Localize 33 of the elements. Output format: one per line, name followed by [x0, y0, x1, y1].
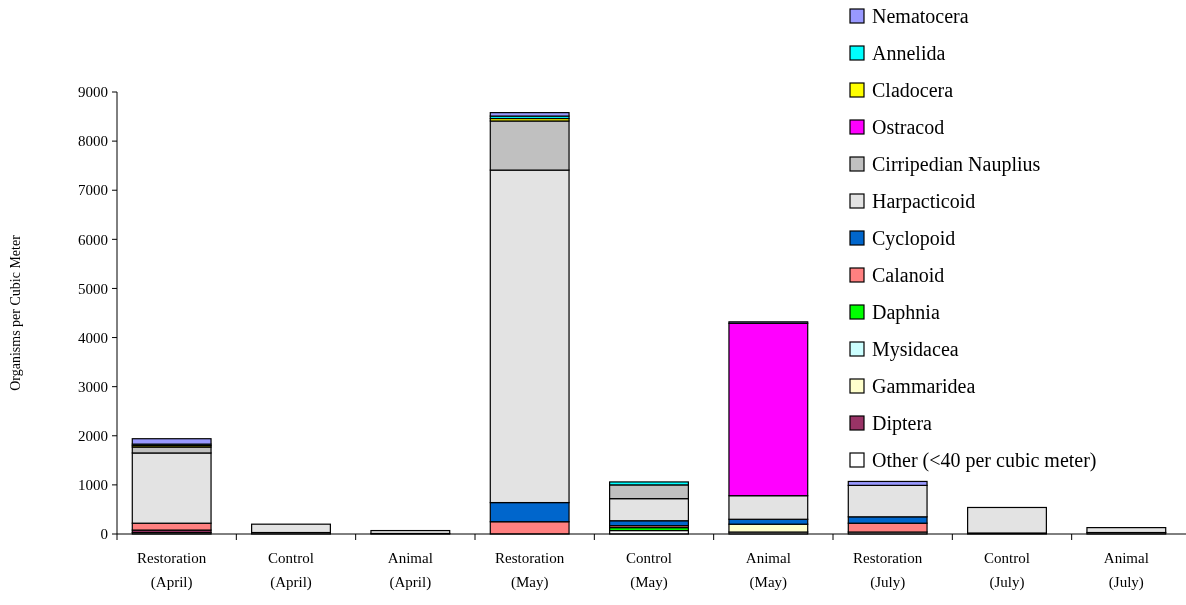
legend-label: Ostracod — [872, 116, 945, 138]
x-tick-label: Restoration (July) — [853, 550, 923, 591]
legend-label: Other (<40 per cubic meter) — [872, 449, 1097, 472]
y-tick-label: 7000 — [78, 182, 108, 199]
y-axis-title: Organisms per Cubic Meter — [8, 234, 23, 391]
y-tick-label: 0 — [100, 526, 108, 543]
y-tick-label: 9000 — [78, 84, 108, 101]
x-tick-label: Animal (April) — [387, 550, 433, 591]
legend-label: Gammaridea — [872, 375, 976, 397]
x-tick-label: Animal (July) — [1103, 550, 1149, 591]
legend-label: Annelida — [872, 42, 946, 64]
legend-label: Calanoid — [872, 264, 945, 286]
y-tick-label: 1000 — [78, 477, 108, 494]
legend-label: Cyclopoid — [872, 227, 956, 250]
x-tick-label: Control (May) — [626, 550, 672, 591]
y-tick-label: 3000 — [78, 378, 108, 395]
legend-label: Nematocera — [872, 5, 969, 27]
x-tick-label: Control (July) — [984, 550, 1030, 591]
legend-label: Harpacticoid — [872, 190, 976, 213]
y-tick-label: 4000 — [78, 329, 108, 346]
y-tick-label: 2000 — [78, 428, 108, 445]
y-tick-label: 5000 — [78, 280, 108, 297]
y-tick-label: 8000 — [78, 133, 108, 150]
legend-label: Daphnia — [872, 301, 940, 324]
y-tick-label: 6000 — [78, 231, 108, 248]
legend-label: Cirripedian Nauplius — [872, 153, 1041, 176]
x-tick-label: Restoration (May) — [495, 550, 565, 591]
x-tick-label: Animal (May) — [745, 550, 791, 591]
legend-label: Diptera — [872, 412, 933, 435]
legend-label: Mysidacea — [872, 338, 959, 361]
x-tick-label: Control (April) — [268, 550, 314, 591]
legend-label: Cladocera — [872, 79, 954, 101]
x-tick-label: Restoration (April) — [137, 550, 207, 591]
